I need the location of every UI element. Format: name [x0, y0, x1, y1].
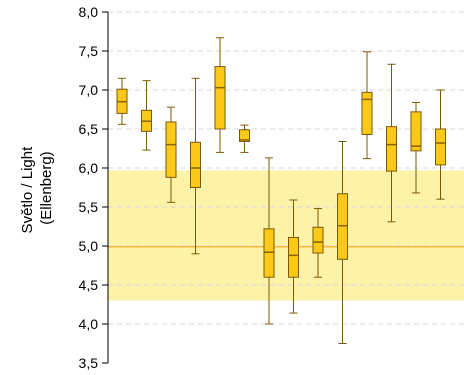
box-3-iqr [165, 121, 177, 178]
reference-band [108, 170, 464, 301]
box-7-iqr [263, 228, 275, 278]
y-tick-label: 8,0 [79, 4, 99, 20]
box-8-iqr [288, 236, 299, 278]
box-14-iqr [435, 128, 446, 166]
box-6 [239, 124, 250, 153]
boxes-layer [116, 37, 446, 344]
y-tick-labels: 3,5 4,0 4,5 5,0 5,5 6,0 6,5 7,0 7,5 8,0 [79, 4, 99, 371]
box-12 [386, 63, 397, 223]
box-12-iqr [386, 126, 397, 172]
box-11 [361, 51, 373, 160]
box-4 [190, 77, 201, 255]
box-5 [214, 37, 226, 153]
box-3 [165, 106, 177, 203]
y-axis [102, 11, 109, 364]
box-5-iqr [214, 66, 226, 130]
box-13-iqr [410, 111, 422, 152]
box-9-iqr [312, 226, 324, 254]
y-axis-label-line-1: Světlo / Light [19, 146, 36, 234]
y-tick-label: 5,0 [79, 238, 99, 254]
reference-band-layer [108, 170, 464, 301]
box-4-iqr [190, 141, 201, 188]
y-tick-label: 3,5 [79, 355, 99, 371]
box-9 [312, 208, 324, 278]
box-1 [116, 77, 128, 125]
y-tick-label: 7,0 [79, 82, 99, 98]
y-tick-label: 7,5 [79, 43, 99, 59]
box-10 [337, 140, 348, 344]
box-8 [288, 199, 299, 314]
y-axis-label-line-2: (Ellenberg) [38, 151, 55, 224]
box-14 [435, 89, 446, 200]
box-2 [141, 80, 152, 151]
box-13 [410, 101, 422, 194]
y-tick-label: 6,5 [79, 121, 99, 137]
y-tick-label: 6,0 [79, 160, 99, 176]
y-axis-label: Světlo / Light (Ellenberg) [19, 143, 55, 234]
box-6-iqr [239, 129, 250, 142]
y-tick-label: 4,0 [79, 316, 99, 332]
y-tick-label: 4,5 [79, 277, 99, 293]
box-11-iqr [361, 91, 373, 135]
box-7 [263, 157, 275, 325]
y-tick-label: 5,5 [79, 199, 99, 215]
box-10-iqr [337, 193, 348, 260]
